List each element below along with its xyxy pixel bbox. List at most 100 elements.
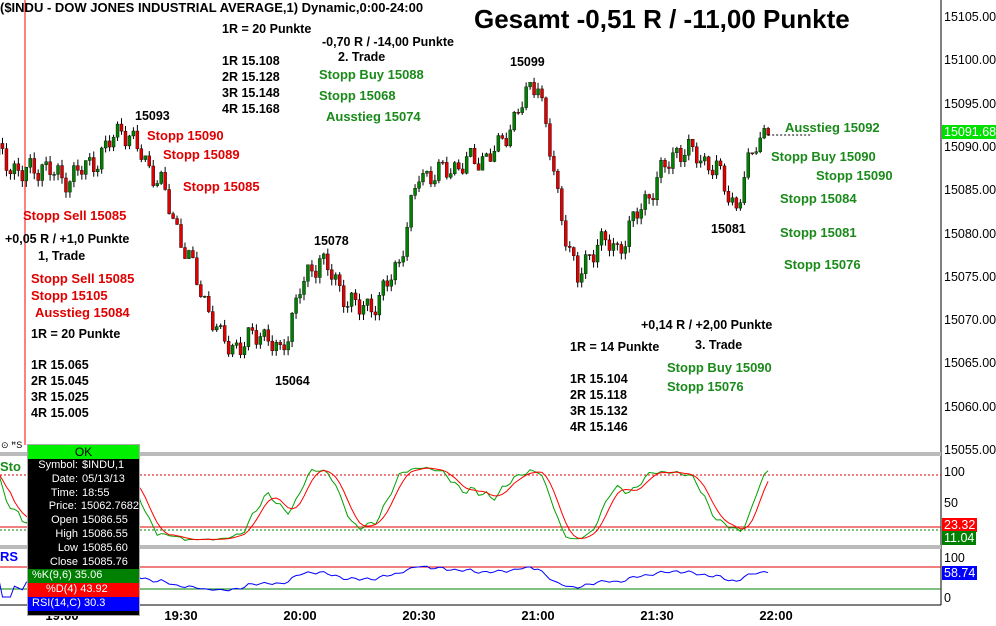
candle-body [679,148,683,162]
candle-body [147,155,151,167]
data-window[interactable]: OK Symbol: $INDU,1 Date: 05/13/13 Time: 18:55… [27,444,140,616]
candle-body [171,213,175,219]
candle-body [433,180,437,185]
candle-body [520,107,524,113]
candle-body [488,153,493,162]
candle-body [639,209,643,219]
price-tick-label: 15070.00 [944,313,996,328]
candle-body [242,346,247,355]
panel-settings-icon[interactable]: ⊙ ꟸS [1,440,23,450]
candle-body [413,188,417,196]
candle-body [599,231,604,246]
candle-body [357,299,362,315]
data-window-row: Low 15085.60 [28,542,139,556]
candle-body [508,129,512,147]
total-result: Gesamt -0,51 R / -11,00 Punkte [474,4,850,34]
candle-body [683,155,687,162]
candle-body [576,255,580,283]
price-tick-label: 15085.00 [944,183,996,198]
candle-body [492,151,497,162]
candle-body [131,130,136,137]
candle-body [302,281,306,295]
candle-body [528,82,532,88]
candle-body [294,297,298,314]
candle-body [107,140,112,148]
candle-body [556,170,560,189]
candle-body [76,165,80,171]
candle-body [159,172,163,184]
candle-body [457,162,461,170]
chart-annotation: Stopp 15105 [31,288,108,303]
candle-body [480,156,485,171]
candle-body [702,156,707,162]
candle-body [675,148,679,153]
candle-body [643,194,647,210]
chart-annotation: 2R 15.045 [31,374,89,388]
time-tick-label: 19:30 [164,608,198,623]
chart-annotation: Stopp 15068 [319,88,396,103]
chart-annotation: 4R 15.168 [222,102,280,116]
candle-body [587,254,592,256]
candle-body [155,183,159,186]
candle-body [421,173,425,183]
candle-body [0,143,5,149]
chart-annotation: Stopp Sell 15085 [23,208,127,223]
candle-body [619,244,624,254]
chart-title: ($INDU - DOW JONES INDUSTRIAL AVERAGE,1)… [0,0,424,15]
candle-body [92,157,96,173]
chart-annotation: Stopp Buy 15090 [667,360,772,375]
candle-body [167,189,171,214]
candle-body [12,163,17,175]
row-value: 05/13/13 [82,472,125,485]
candle-body [183,247,187,259]
row-value: 18:55 [82,486,110,499]
candle-body [401,256,405,263]
candle-body [270,340,274,351]
candle-body [222,325,227,342]
candle-body [635,211,639,219]
chart-annotation: +0,05 R / +1,0 Punkte [5,232,130,246]
candle-body [365,298,370,306]
candle-body [397,261,401,264]
candle-body [234,342,239,346]
chart-annotation: 15093 [135,109,170,123]
candle-body [698,160,703,164]
row-value: 15086.55 [82,514,128,527]
chart-annotation: Stopp Buy 15090 [771,149,876,164]
candle-body [278,342,282,345]
candle-body [111,136,116,148]
candle-body [88,157,92,161]
candle-body [659,159,663,178]
candle-body [718,160,723,167]
candle-body [218,325,223,327]
candle-body [72,165,76,182]
candle-body [583,254,588,274]
data-window-row: High 15086.55 [28,528,139,542]
candle-body [318,258,322,278]
candle-body [540,88,544,99]
chart-annotation: 3. Trade [695,338,743,352]
candle-body [472,148,477,164]
candle-body [123,130,128,147]
candle-body [314,270,318,278]
candle-body [119,123,124,132]
candle-body [127,135,132,147]
chart-annotation: -0,70 R / -14,00 Punkte [322,35,455,49]
ok-button[interactable]: OK [28,445,139,459]
data-window-row: Date: 05/13/13 [28,473,139,487]
chart-annotation: 4R 15.005 [31,406,89,420]
candle-body [250,327,255,331]
candle-body [603,231,608,241]
row-label: Low [57,541,78,554]
candle-body [36,172,40,181]
chart-annotation: 15099 [510,55,545,69]
row-value: 15062.7682 [80,500,139,513]
candle-body [274,342,278,351]
row-label: Date: [51,472,78,485]
candle-body [385,280,389,287]
chart-annotation: 2R 15.128 [222,70,280,84]
candle-body [341,285,346,307]
chart-annotation: 15064 [275,374,310,388]
candle-body [143,155,148,160]
